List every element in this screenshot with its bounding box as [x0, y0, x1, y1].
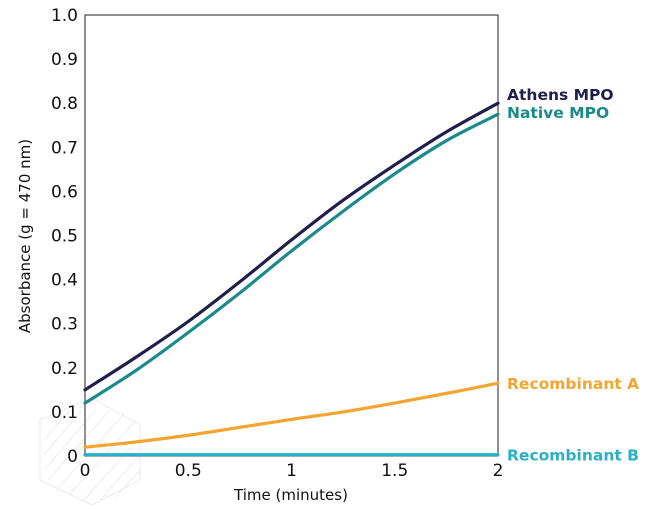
y-tick-label: 1.0: [51, 6, 78, 26]
y-tick-label: 0.3: [51, 315, 78, 335]
series-line-native-mpo: [83, 112, 500, 405]
x-axis-title: Time (minutes): [233, 486, 348, 504]
series-line-recombinant-a: [83, 381, 500, 449]
y-tick-label: 0.5: [51, 227, 78, 247]
y-axis-title: Absorbance (g = 470 nm): [16, 139, 34, 333]
y-tick-label: 0.8: [51, 94, 78, 114]
series-label-recombinant-a: Recombinant A: [507, 375, 639, 393]
x-tick-label: 0.5: [175, 461, 202, 481]
y-tick-label: 0.6: [51, 182, 78, 202]
series-label-recombinant-b: Recombinant B: [507, 447, 639, 465]
y-tick-label: 0.4: [51, 271, 78, 291]
plot-area-frame: [84, 14, 499, 457]
x-tick-label: 1: [286, 461, 297, 481]
series-lines: [83, 101, 500, 457]
y-axis-ticks: 0 0.1 0.2 0.3 0.4 0.5 0.6 0.7 0.8 0.9 1.0: [51, 6, 78, 467]
series-line-athens-mpo: [83, 101, 500, 392]
x-axis-ticks: 0 0.5 1 1.5 2: [80, 461, 504, 481]
series-label-native-mpo: Native MPO: [507, 104, 609, 122]
series-label-athens-mpo: Athens MPO: [507, 86, 614, 104]
x-tick-label: 1.5: [381, 461, 408, 481]
y-tick-label: 0: [67, 447, 78, 467]
x-tick-label: 0: [80, 461, 91, 481]
y-tick-label: 0.9: [51, 50, 78, 70]
y-tick-label: 0.7: [51, 138, 78, 158]
x-tick-label: 2: [493, 461, 504, 481]
y-tick-label: 0.2: [51, 359, 78, 379]
hexagon-watermark-icon: [39, 397, 141, 506]
y-tick-label: 0.1: [51, 403, 78, 423]
